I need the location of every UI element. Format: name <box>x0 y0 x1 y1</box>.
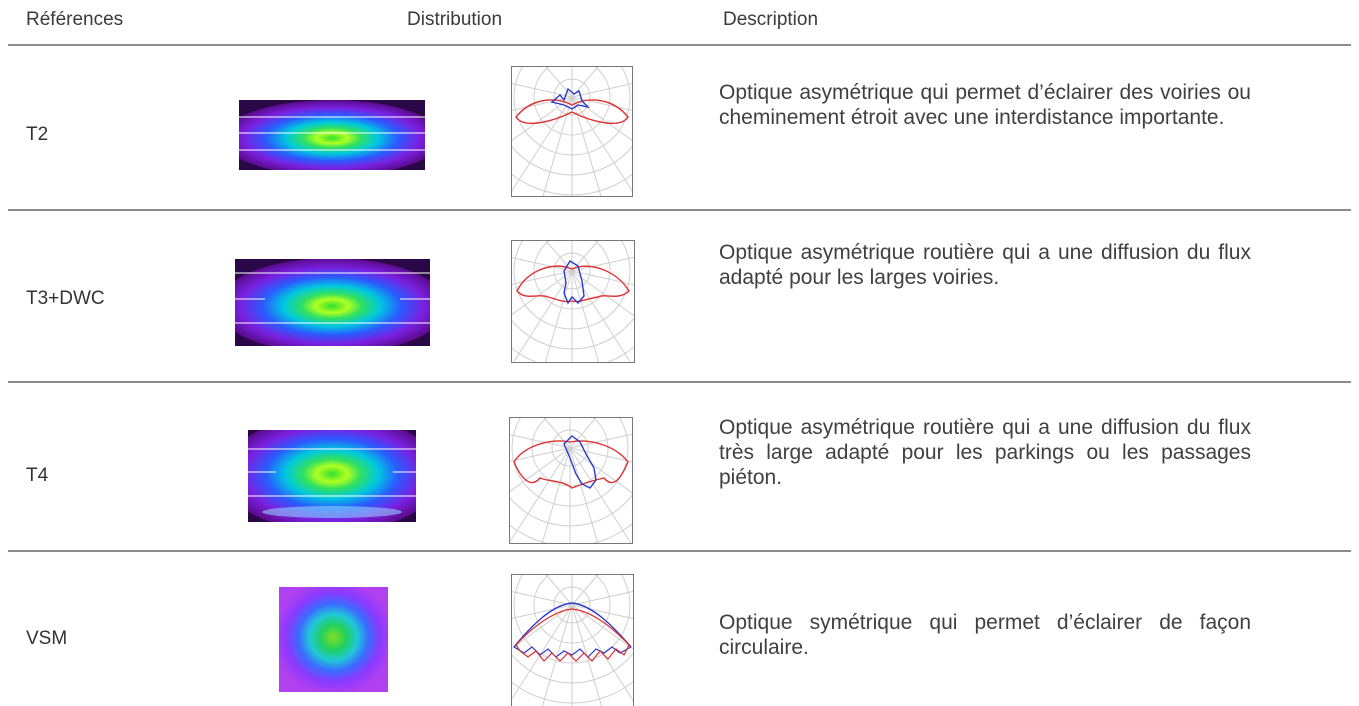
reference-label: T4 <box>26 465 49 486</box>
description-text: Optique asymétrique routière qui a une d… <box>719 416 1251 489</box>
polar-diagram <box>511 574 634 706</box>
row-separator <box>8 550 1351 552</box>
polar-diagram <box>511 240 635 363</box>
reference-label: VSM <box>26 628 68 649</box>
reference-label: T2 <box>26 124 49 145</box>
header-description: Description <box>723 9 819 30</box>
isolux-image <box>248 430 416 522</box>
header-distribution: Distribution <box>407 9 503 30</box>
row-separator <box>8 209 1351 211</box>
header-separator <box>8 44 1351 46</box>
isolux-image <box>239 100 425 170</box>
header-references: Références <box>26 9 124 30</box>
description-text: Optique asymétrique routière qui a une d… <box>719 241 1251 289</box>
isolux-image <box>235 259 430 346</box>
polar-diagram <box>509 417 633 544</box>
description-text: Optique symétrique qui permet d’éclairer… <box>719 611 1251 659</box>
polar-diagram <box>511 66 633 197</box>
description-text: Optique asymétrique qui permet d’éclaire… <box>719 81 1251 129</box>
reference-label: T3+DWC <box>26 288 105 309</box>
isolux-image <box>279 587 388 692</box>
row-separator <box>8 381 1351 383</box>
